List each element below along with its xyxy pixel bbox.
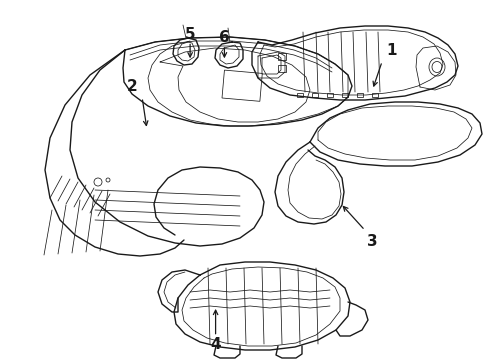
Bar xyxy=(222,70,262,101)
Text: 4: 4 xyxy=(210,337,221,352)
Text: 5: 5 xyxy=(185,27,196,42)
Bar xyxy=(312,93,318,97)
Bar xyxy=(357,93,363,97)
Bar xyxy=(278,53,286,60)
Text: 2: 2 xyxy=(127,79,138,94)
Text: 6: 6 xyxy=(219,30,230,45)
Text: 3: 3 xyxy=(367,234,378,249)
Bar xyxy=(297,93,303,97)
Bar xyxy=(342,93,348,97)
Text: 1: 1 xyxy=(387,43,397,58)
Bar xyxy=(278,65,286,72)
Bar xyxy=(372,93,378,97)
Bar xyxy=(327,93,333,97)
